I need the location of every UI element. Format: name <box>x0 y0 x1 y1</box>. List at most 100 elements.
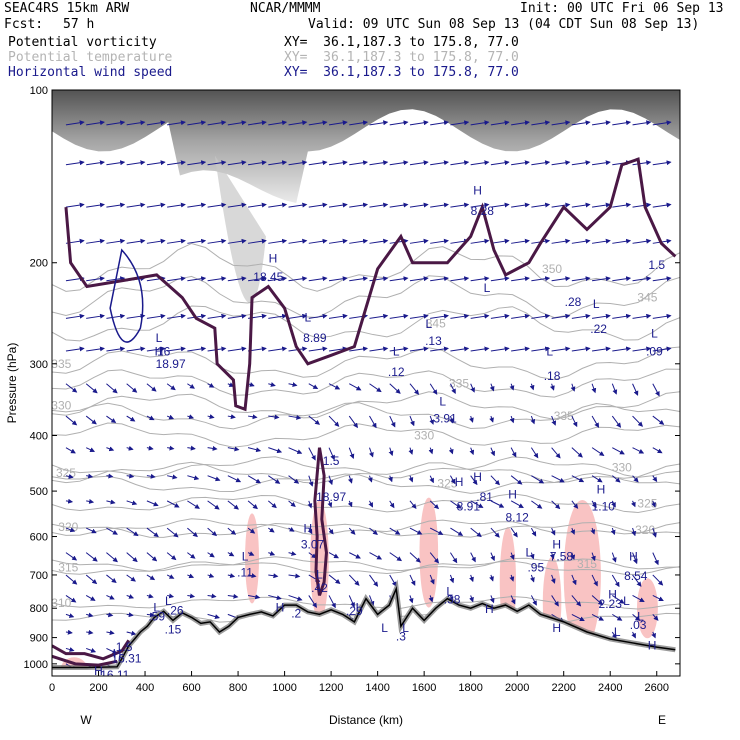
wind-vector <box>550 574 556 584</box>
wind-vector <box>511 120 530 126</box>
wind-vector <box>308 313 328 319</box>
wind-vector <box>308 346 328 352</box>
wind-vector <box>429 574 435 585</box>
wind-vector <box>328 552 339 559</box>
wind-vector <box>187 475 200 481</box>
wind-vector <box>227 238 247 244</box>
wind-vector <box>167 474 178 480</box>
wind-vector <box>268 160 288 166</box>
isentrope-315 <box>52 560 680 575</box>
wind-vector <box>227 346 247 352</box>
wind-vector <box>126 630 137 636</box>
wind-vector <box>187 527 198 538</box>
wind-vector <box>632 238 652 244</box>
wind-vector <box>146 473 156 479</box>
wind-vector <box>288 276 308 282</box>
wind-vector <box>227 414 236 420</box>
wind-vector <box>470 500 484 508</box>
wind-vector <box>268 313 288 319</box>
wind-vector <box>347 500 353 508</box>
wind-vector <box>268 447 283 454</box>
wind-vector <box>551 276 571 282</box>
wind-vector <box>268 527 275 533</box>
extremum-label: L <box>439 395 446 409</box>
wind-vector <box>247 475 262 484</box>
wind-vector <box>288 527 295 532</box>
wind-vector <box>328 238 348 244</box>
wind-vector <box>328 276 348 282</box>
pv-contour-0 <box>64 157 677 412</box>
wind-vector <box>349 202 369 208</box>
wind-vector <box>612 238 632 244</box>
wind-vector <box>550 383 555 391</box>
wind-vector <box>591 500 597 509</box>
wind-vector <box>348 574 360 586</box>
extremum-label: .81 <box>476 490 493 504</box>
wind-vector <box>86 346 105 352</box>
wind-vector <box>592 160 611 166</box>
isentrope-335 <box>52 368 680 398</box>
wind-vector <box>167 346 186 352</box>
wind-vector <box>450 276 470 282</box>
wind-vector <box>612 202 632 208</box>
field-theta-name: Potential temperature <box>8 50 173 65</box>
wind-vector <box>166 574 175 579</box>
wind-vector <box>652 383 660 397</box>
wind-vector <box>369 160 389 166</box>
wind-vector <box>490 475 500 486</box>
y-tick-label: 200 <box>30 258 48 270</box>
extremum-label: .12 <box>388 365 405 379</box>
extremum-label: H <box>629 549 638 563</box>
wind-vector <box>611 631 617 639</box>
wind-vector <box>187 500 200 509</box>
wind-vector <box>510 447 517 458</box>
wind-vector <box>489 595 495 604</box>
wind-vector <box>430 313 449 319</box>
wind-vector <box>571 475 585 483</box>
wind-vector <box>632 383 639 396</box>
wind-vector <box>612 120 632 126</box>
wind-vector <box>632 313 652 319</box>
wind-vector <box>187 346 207 352</box>
wind-vector <box>470 313 490 319</box>
wind-vector <box>469 447 475 456</box>
wind-vector <box>632 415 643 427</box>
wind-vector <box>631 631 636 639</box>
wind-vector <box>106 527 118 535</box>
wind-vector <box>268 594 282 601</box>
wind-vector <box>551 346 571 352</box>
wind-vector <box>652 415 665 425</box>
wind-vector <box>529 383 535 391</box>
field-theta-xy: XY= 36.1,187.3 to 175.8, 77.0 <box>284 50 519 65</box>
wind-vector <box>126 527 139 537</box>
extremum-label: .13 <box>425 334 442 348</box>
extremum-label: L <box>614 625 621 639</box>
wind-vector <box>489 383 495 392</box>
extremum-label: .15 <box>165 622 182 636</box>
wind-vector <box>652 160 672 166</box>
wind-vector <box>490 527 500 538</box>
isentrope-label: 335 <box>51 357 71 371</box>
extremum-label: H <box>473 183 482 197</box>
wind-vector <box>409 500 417 509</box>
wind-vector <box>450 527 464 536</box>
wind-vector <box>652 527 657 538</box>
extremum-label: L <box>393 344 400 358</box>
wind-vector <box>65 527 76 533</box>
wind-vector <box>187 414 195 420</box>
extremum-label: H <box>597 483 606 497</box>
extremum-label: 7.58 <box>550 549 574 563</box>
wind-vector <box>591 475 603 483</box>
wind-vector <box>408 447 414 455</box>
stratosphere-shading <box>52 90 680 204</box>
extremum-label: H <box>94 664 103 678</box>
extremum-label: 1.5 <box>648 258 665 272</box>
wind-vector <box>248 202 267 208</box>
wind-vector <box>328 313 348 319</box>
wind-vector <box>146 415 155 421</box>
wind-vector <box>207 593 217 599</box>
wind-vector <box>612 447 625 455</box>
extremum-label: 18.97 <box>156 357 186 371</box>
extremum-label: L <box>316 567 323 581</box>
wind-vector <box>288 238 308 244</box>
